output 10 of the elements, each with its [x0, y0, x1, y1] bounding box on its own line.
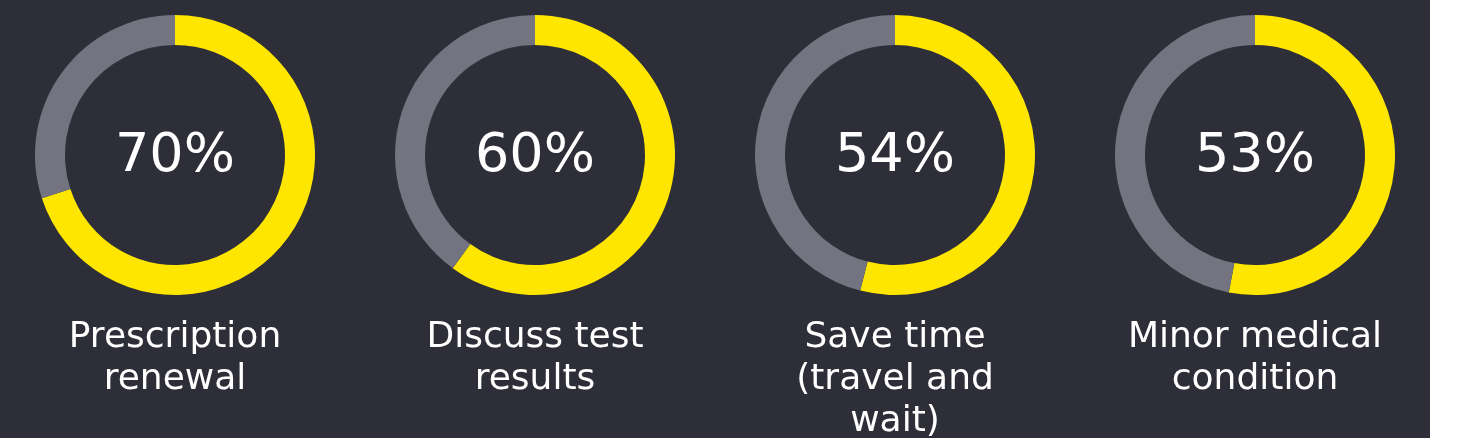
donut-slice — [41, 15, 315, 295]
data-label: 53% — [1194, 121, 1316, 184]
text: Save time (travel and wait) — [796, 314, 994, 439]
donut-slice — [452, 15, 675, 295]
text: Prescription renewal — [68, 314, 282, 397]
text: Discuss test results — [426, 314, 644, 397]
data-label: 70% — [114, 121, 236, 184]
data-label: 60% — [474, 121, 596, 184]
text: Minor medical condition — [1127, 314, 1383, 397]
data-label: 54% — [834, 121, 956, 184]
